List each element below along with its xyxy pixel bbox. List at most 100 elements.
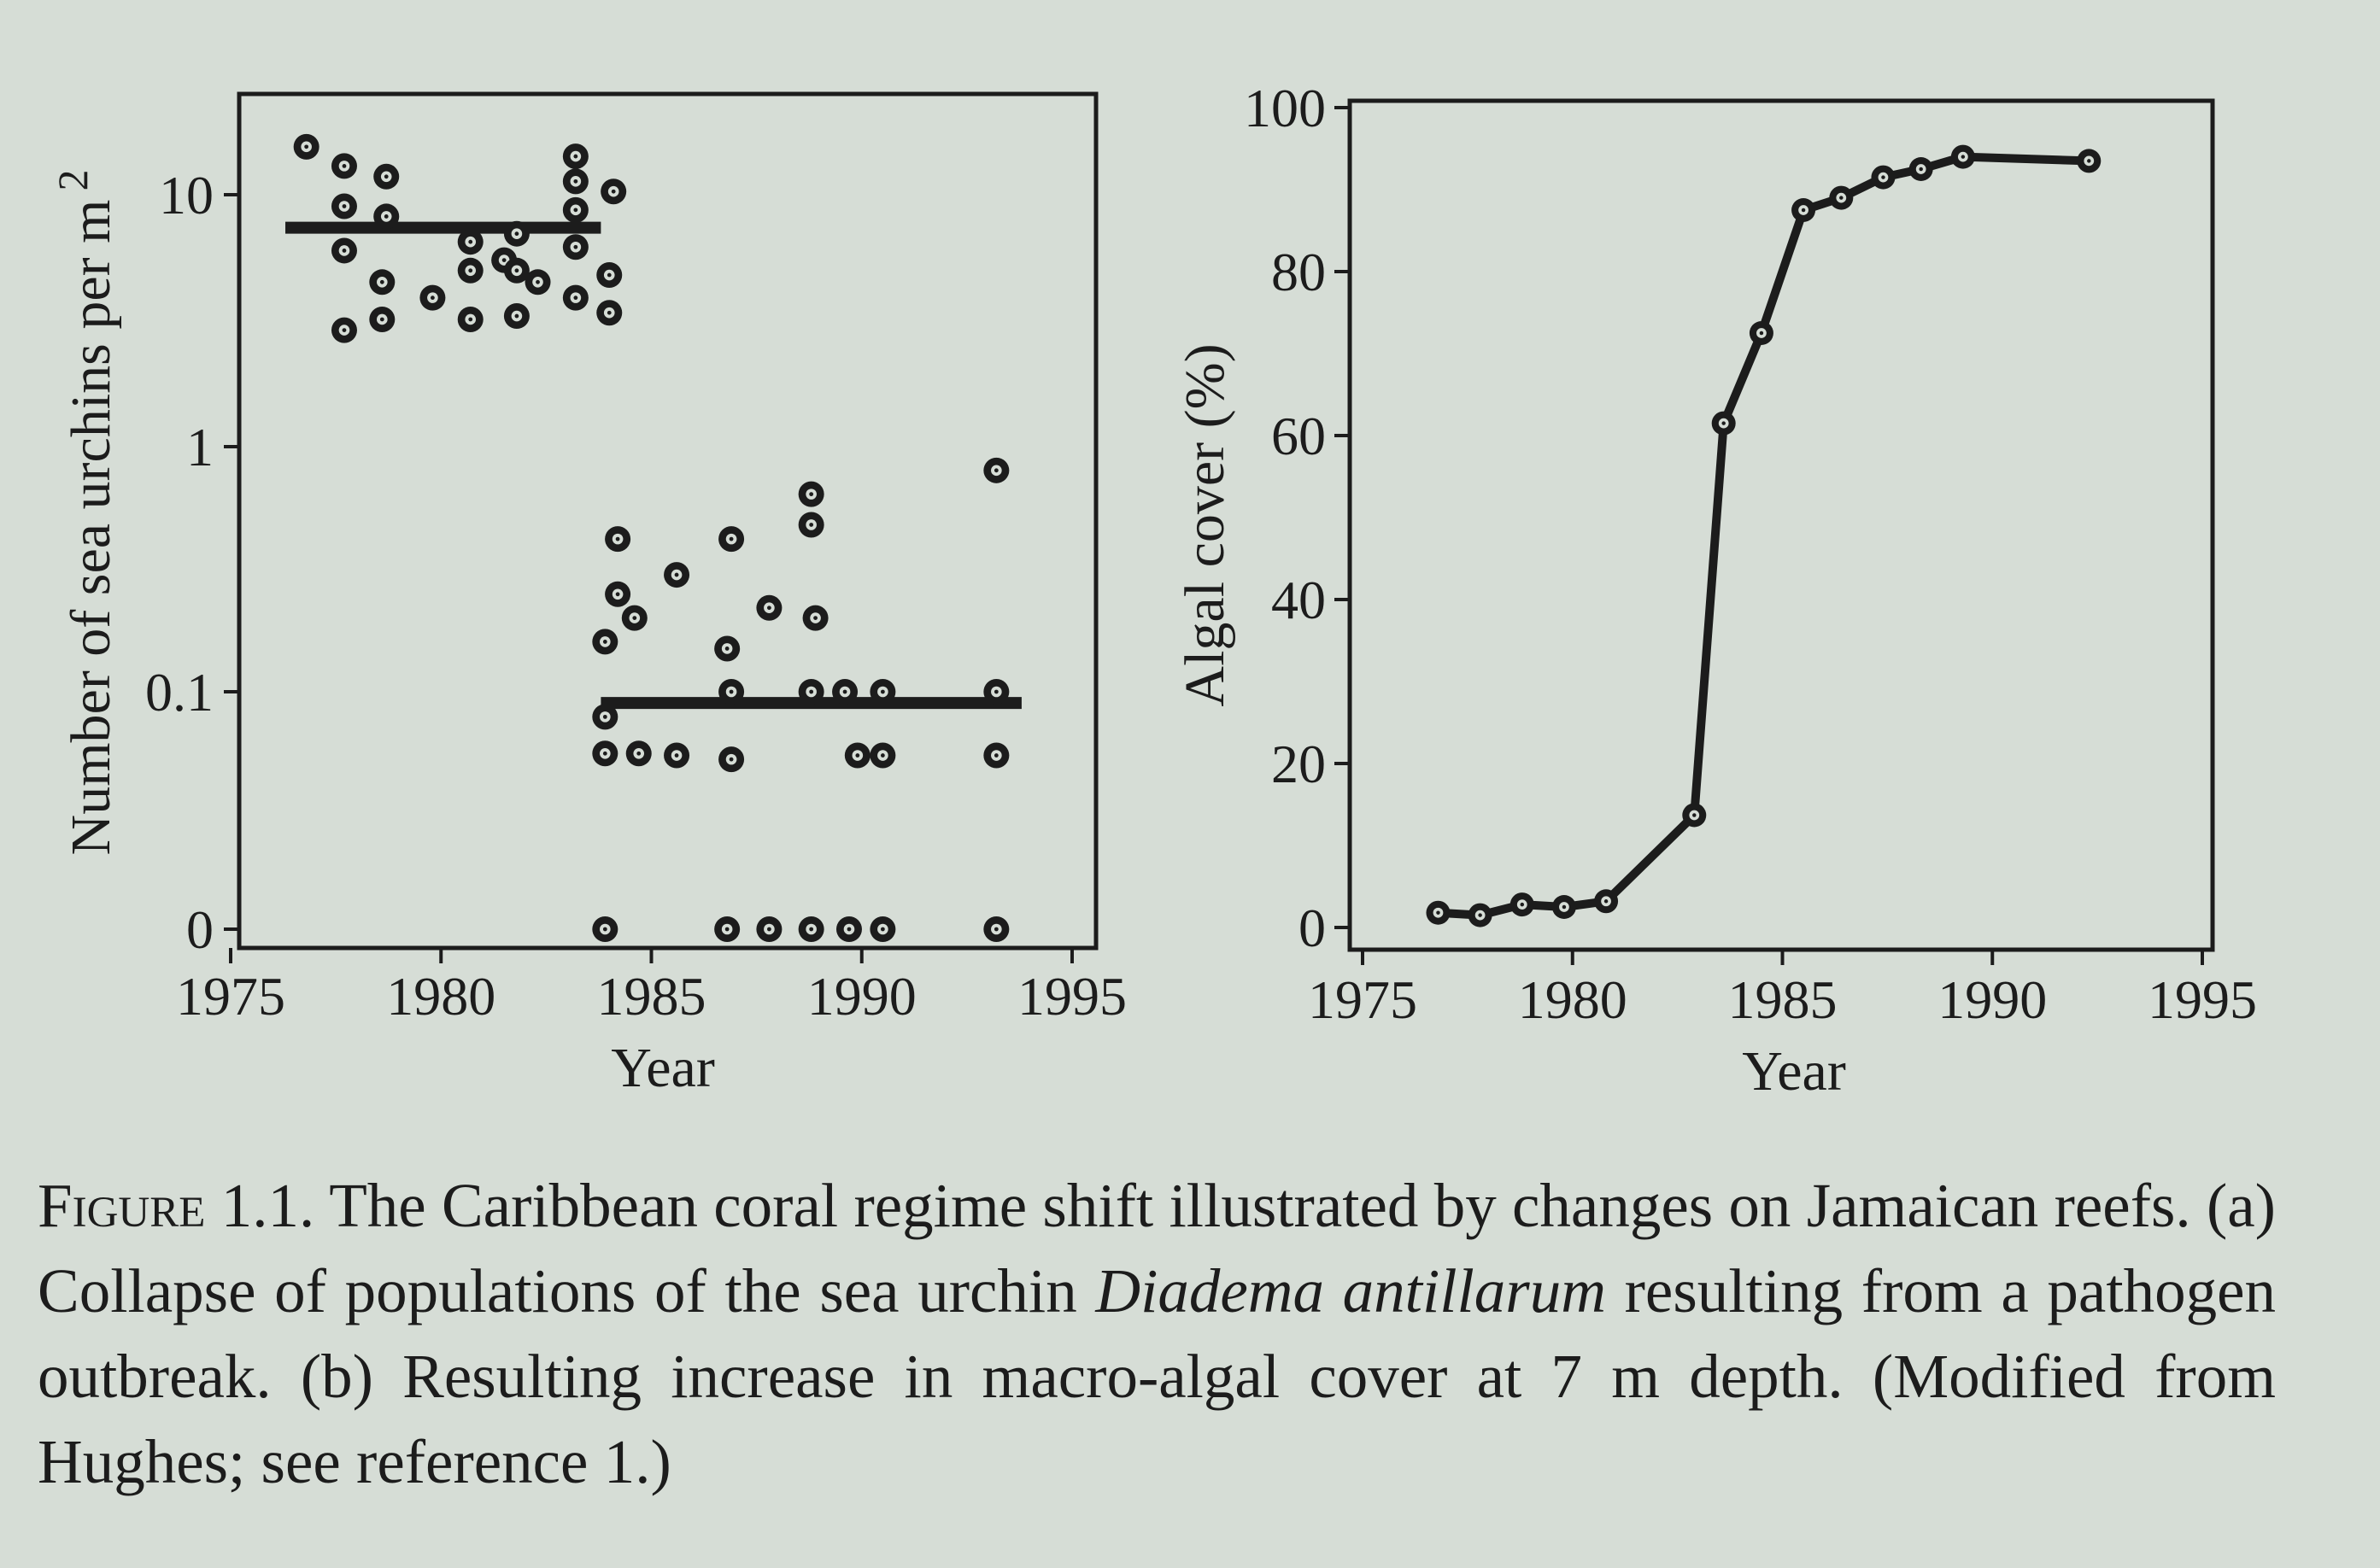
panel-b-point-7-dot [1759,331,1764,336]
panel-a-point-4-dot [342,328,347,332]
figure-caption: Figure 1.1. The Caribbean coral regime s… [38,1163,2276,1505]
panel-a-point-10-dot [468,239,473,244]
panel-a-point-0 [293,133,319,160]
panel-a-point-20-dot [573,208,578,213]
panel-a-point-8 [369,306,396,332]
panel-a-point-42 [802,605,829,631]
panel-a-point-54-dot [809,927,814,932]
panel-b-point-1 [1468,903,1492,927]
panel-a-points [293,133,1010,942]
panel-b-point-6 [1711,411,1736,436]
panel-b-y-tick-label-3: 60 [1271,406,1326,466]
panel-a-frame [237,91,1099,951]
panel-a-y-tick-label-2: 0.1 [145,662,214,723]
panel-a-point-9-dot [431,295,435,301]
caption-label: Figure 1.1. [38,1171,315,1240]
panel-a-point-2-dot [342,204,347,208]
panel-a-point-31 [592,740,618,767]
panel-b-point-0 [1426,900,1451,925]
panel-a-point-45-dot [880,689,885,694]
panel-a-point-18 [562,143,589,170]
panel-a-point-46-dot [855,753,860,758]
panel-a-point-22 [562,284,589,311]
panel-a-y-tick-label-3: 0 [186,899,214,960]
panel-a-point-30-dot [602,714,607,719]
panel-a-point-40 [798,481,824,507]
panel-a-y-axis-label-superscript: 2 [49,170,97,191]
panel-a-point-38-dot [729,757,734,762]
panel-a-point-50 [983,742,1010,769]
panel-b-point-2 [1509,892,1534,917]
panel-a-x-tick-label-3: 1990 [807,966,917,1027]
panel-b-axes: 1975 1980 1985 1990 1995 0 20 40 60 80 100 [1244,78,2257,1030]
panel-a-point-32-dot [636,751,642,756]
panel-a-mean-lines [285,221,1022,710]
panel-a-point-43-dot [809,689,814,694]
panel-a-x-tick-label-4: 1995 [1017,966,1127,1027]
panel-b-point-5-dot [1692,813,1697,817]
panel-b-x-tick-label-3: 1990 [1937,969,2047,1030]
panel-b-point-0-dot [1436,910,1440,915]
panel-b-x-tick-label-4: 1995 [2148,969,2257,1030]
panel-a-point-43 [798,679,824,705]
panel-b-algal-cover-line: 1975 1980 1985 1990 1995 0 20 40 60 80 100 Year Al… [1174,78,2257,1103]
panel-a-point-53 [756,916,783,942]
panel-a-point-3-dot [342,249,347,253]
panel-a-point-14 [503,220,530,247]
panel-a-point-15 [503,257,530,284]
panel-a-x-tick-label-0: 1975 [176,966,285,1027]
panel-a-point-56 [870,916,896,942]
panel-a-x-tick-label-2: 1985 [597,966,706,1027]
panel-a-point-57-dot [994,927,999,932]
panel-a-point-44 [832,679,859,705]
panel-a-point-42-dot [813,616,818,621]
panel-a-point-5 [373,163,400,190]
panel-b-point-12-dot [1961,155,1966,159]
panel-a-point-20 [562,196,589,223]
panel-a-point-30 [592,704,618,730]
panel-a-y-tick-label-1: 1 [186,417,214,477]
panel-a-point-35 [718,526,745,553]
panel-b-y-axis-label: Algal cover (%) [1174,343,1236,706]
panel-a-y-tick-label-0: 10 [159,165,214,225]
panel-a-point-35-dot [729,536,734,541]
panel-a-point-55 [835,916,862,942]
panel-a-point-39-dot [767,606,771,611]
panel-b-x-tick-label-0: 1975 [1308,969,1417,1030]
panel-b-point-8 [1791,198,1816,222]
panel-a-point-13-dot [501,258,507,262]
panel-b-point-9 [1829,185,1854,210]
panel-a-point-15-dot [514,268,519,273]
panel-b-point-13-dot [2087,159,2091,163]
panel-a-point-28-dot [632,616,637,621]
panel-a-point-39 [756,594,783,621]
panel-a-point-21-dot [573,244,578,249]
panel-a-point-12 [457,306,484,332]
panel-a-point-48-dot [994,468,999,473]
panel-b-y-tick-label-0: 0 [1298,898,1326,958]
panel-a-point-33 [664,742,690,769]
panel-b-frame [1347,98,2215,952]
panel-a-point-52-dot [724,927,730,932]
panel-a-point-1-dot [342,163,347,168]
panel-a-point-7 [369,269,396,295]
panel-b-point-6-dot [1721,421,1726,425]
panel-a-point-49 [983,679,1010,705]
panel-a-x-tick-label-1: 1980 [386,966,495,1027]
panel-a-point-56-dot [880,927,885,932]
panel-a-point-32 [625,740,652,767]
panel-b-point-3 [1551,895,1576,919]
panel-a-point-55-dot [847,927,852,932]
panel-a-point-2 [331,193,357,219]
panel-a-point-41-dot [809,523,814,527]
panel-b-x-tick-label-2: 1985 [1728,969,1838,1030]
panel-a-point-27 [605,581,631,607]
panel-b-y-tick-label-2: 40 [1271,570,1326,630]
panel-a-point-48 [983,457,1010,483]
panel-b-series-line [1438,152,2090,920]
panel-b-point-11-dot [1919,167,1923,172]
panel-a-point-19 [562,168,589,195]
panel-b-point-10 [1871,165,1896,190]
panel-b-point-8-dot [1801,208,1806,213]
